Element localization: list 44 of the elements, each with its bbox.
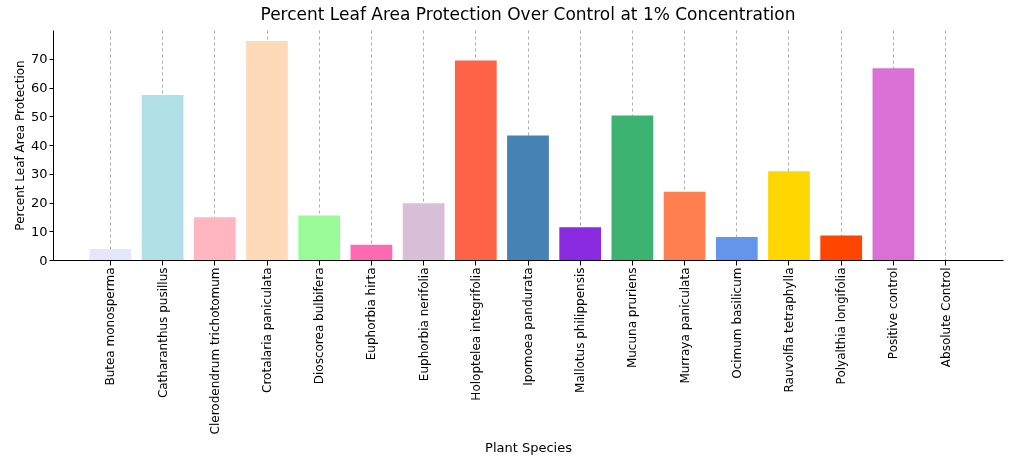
x-tick-label: Rauvolfia tetraphylla (781, 267, 796, 393)
y-axis-title: Percent Leaf Area Protection (12, 60, 27, 231)
y-tick-label: 60 (30, 80, 48, 95)
bar (350, 244, 393, 260)
bar (454, 60, 497, 260)
x-tick-label: Ipomoea pandurata (521, 267, 535, 386)
y-tick-label: 10 (30, 223, 48, 239)
y-tick-label: 50 (30, 108, 48, 124)
bar (402, 203, 445, 260)
bar (715, 237, 758, 260)
y-tick-label: 40 (30, 137, 48, 153)
x-tick-label: Mucuna pruriens (625, 267, 640, 369)
x-tick-label: Butea monosperma (103, 267, 118, 386)
bar (872, 68, 915, 260)
y-tick-label: 70 (30, 51, 48, 67)
bar (246, 40, 288, 260)
bar (768, 171, 810, 260)
x-tick-label: Mallotus philippensis (573, 267, 588, 393)
x-tick-label: Ocimum basilicum (729, 267, 744, 379)
x-tick-label: Absolute Control (938, 267, 953, 368)
bar (141, 94, 184, 260)
x-tick-label: Polyalthia longifolia (834, 267, 849, 385)
y-tick-label: 20 (30, 195, 48, 210)
x-axis-title: Plant Species (485, 440, 573, 456)
x-tick-label: Dioscorea bulbifera (312, 267, 327, 385)
bar (559, 227, 602, 260)
bar (89, 249, 132, 260)
x-tick-label: Euphorbia nerifolia (416, 267, 431, 382)
bar (298, 215, 341, 260)
bar (507, 135, 549, 260)
x-tick-label: Clerodendrum trichotomum (207, 267, 222, 435)
x-tick-label: Euphorbia hirta (364, 267, 379, 361)
x-tick-label: Crotalaria paniculata (260, 267, 275, 393)
bar (193, 217, 236, 260)
bar (820, 235, 863, 260)
x-tick-label: Holoptelea integrifolia (468, 267, 483, 401)
chart-title: Percent Leaf Area Protection Over Control at 1% Concentration (260, 4, 796, 24)
bar (663, 191, 706, 260)
x-tick-label: Murraya paniculata (677, 267, 692, 384)
bar (611, 115, 654, 260)
y-tick-label: 30 (30, 166, 48, 182)
x-tick-label: Catharanthus pusillus (155, 267, 170, 399)
y-tick-label: 0 (39, 252, 48, 268)
x-tick-label: Positive control (886, 267, 901, 360)
